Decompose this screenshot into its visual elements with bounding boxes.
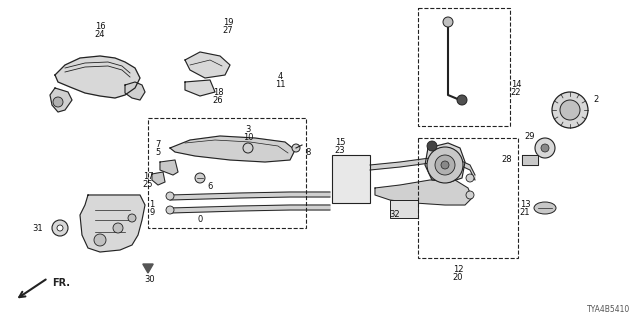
Text: 9: 9 bbox=[149, 208, 155, 217]
Polygon shape bbox=[522, 155, 538, 165]
Text: 24: 24 bbox=[95, 30, 105, 39]
Text: 2: 2 bbox=[593, 95, 598, 104]
Polygon shape bbox=[375, 180, 472, 205]
Text: 15: 15 bbox=[335, 138, 345, 147]
Text: 3: 3 bbox=[245, 125, 251, 134]
Polygon shape bbox=[370, 158, 475, 180]
Text: 21: 21 bbox=[520, 208, 531, 217]
Text: 1: 1 bbox=[149, 200, 155, 209]
Text: 18: 18 bbox=[212, 88, 223, 97]
Circle shape bbox=[128, 214, 136, 222]
Circle shape bbox=[466, 191, 474, 199]
Bar bbox=[418, 8, 510, 126]
Circle shape bbox=[166, 192, 174, 200]
Text: 8: 8 bbox=[305, 148, 310, 157]
Text: 28: 28 bbox=[502, 155, 512, 164]
Circle shape bbox=[53, 97, 63, 107]
Text: 23: 23 bbox=[335, 146, 346, 155]
Text: 25: 25 bbox=[143, 180, 153, 189]
Circle shape bbox=[57, 225, 63, 231]
Circle shape bbox=[560, 100, 580, 120]
Circle shape bbox=[113, 223, 123, 233]
Polygon shape bbox=[55, 56, 140, 98]
Text: 13: 13 bbox=[520, 200, 531, 209]
Circle shape bbox=[94, 234, 106, 246]
Bar bbox=[390, 200, 418, 218]
Text: 19: 19 bbox=[223, 18, 233, 27]
Text: 6: 6 bbox=[207, 182, 212, 191]
Text: 14: 14 bbox=[511, 80, 521, 89]
Ellipse shape bbox=[534, 202, 556, 214]
Circle shape bbox=[427, 147, 463, 183]
Text: 12: 12 bbox=[452, 265, 463, 274]
Text: 16: 16 bbox=[95, 22, 106, 31]
Text: 26: 26 bbox=[212, 96, 223, 105]
Text: 4: 4 bbox=[277, 72, 283, 81]
Polygon shape bbox=[50, 88, 72, 112]
Polygon shape bbox=[425, 143, 465, 182]
Circle shape bbox=[535, 138, 555, 158]
Text: 31: 31 bbox=[33, 224, 44, 233]
Polygon shape bbox=[125, 82, 145, 100]
Text: 7: 7 bbox=[156, 140, 161, 149]
Bar bbox=[418, 138, 518, 258]
Text: 17: 17 bbox=[143, 172, 154, 181]
Polygon shape bbox=[170, 205, 330, 213]
Circle shape bbox=[243, 143, 253, 153]
Circle shape bbox=[435, 155, 455, 175]
Circle shape bbox=[427, 141, 437, 151]
Polygon shape bbox=[80, 195, 145, 252]
Polygon shape bbox=[160, 160, 178, 175]
Polygon shape bbox=[185, 52, 230, 78]
Circle shape bbox=[552, 92, 588, 128]
Circle shape bbox=[441, 161, 449, 169]
Polygon shape bbox=[170, 136, 295, 162]
Text: TYA4B5410: TYA4B5410 bbox=[587, 305, 630, 314]
Circle shape bbox=[52, 220, 68, 236]
Circle shape bbox=[466, 174, 474, 182]
Bar bbox=[332, 155, 370, 203]
Text: 5: 5 bbox=[156, 148, 161, 157]
Bar bbox=[148, 118, 306, 228]
Circle shape bbox=[443, 17, 453, 27]
Text: 32: 32 bbox=[390, 210, 400, 219]
Circle shape bbox=[292, 144, 300, 152]
Text: 10: 10 bbox=[243, 133, 253, 142]
Polygon shape bbox=[170, 192, 330, 200]
Text: 20: 20 bbox=[452, 273, 463, 282]
Text: 27: 27 bbox=[223, 26, 234, 35]
Polygon shape bbox=[185, 80, 215, 96]
Circle shape bbox=[166, 206, 174, 214]
Text: 30: 30 bbox=[145, 275, 156, 284]
Circle shape bbox=[457, 95, 467, 105]
Text: 11: 11 bbox=[275, 80, 285, 89]
Text: 29: 29 bbox=[525, 132, 535, 141]
Text: FR.: FR. bbox=[52, 278, 70, 288]
Text: 22: 22 bbox=[511, 88, 521, 97]
Circle shape bbox=[541, 144, 549, 152]
Polygon shape bbox=[152, 172, 165, 185]
Text: 0: 0 bbox=[197, 215, 203, 224]
Circle shape bbox=[195, 173, 205, 183]
